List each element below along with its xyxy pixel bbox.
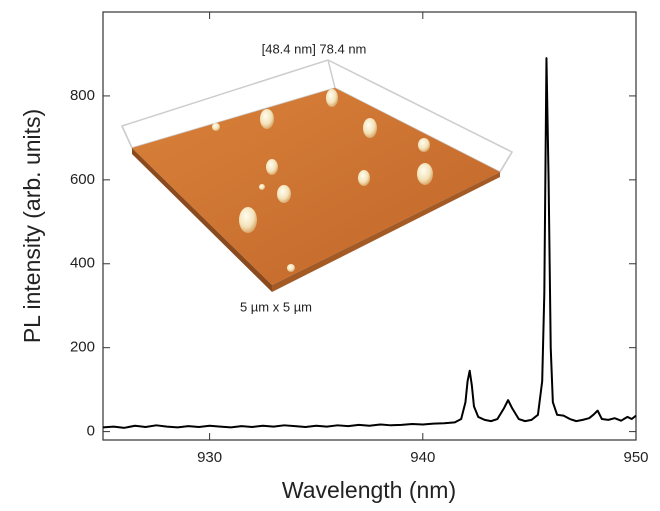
x-tick-label: 940 <box>410 449 435 466</box>
chart: [48.4 nm] 78.4 nm 5 µm x 5 µm Wavelength… <box>0 0 660 506</box>
x-tick-label: 950 <box>623 449 648 466</box>
afm-inset: [48.4 nm] 78.4 nm 5 µm x 5 µm <box>122 41 512 314</box>
inset-box <box>122 126 132 148</box>
y-axis-label: PL intensity (arb. units) <box>19 109 45 343</box>
y-tick-label: 600 <box>70 171 95 188</box>
inset-box <box>500 152 512 172</box>
inset-box <box>328 60 335 88</box>
x-axis-label: Wavelength (nm) <box>282 477 456 503</box>
y-tick-label: 400 <box>70 255 95 272</box>
y-tick-label: 800 <box>70 87 95 104</box>
afm-surface <box>132 88 500 285</box>
y-tick-label: 200 <box>70 339 95 356</box>
x-tick-label: 930 <box>197 449 222 466</box>
inset-size-label: 5 µm x 5 µm <box>240 299 312 314</box>
inset-height-label: [48.4 nm] 78.4 nm <box>262 41 367 56</box>
y-tick-label: 0 <box>87 423 95 440</box>
